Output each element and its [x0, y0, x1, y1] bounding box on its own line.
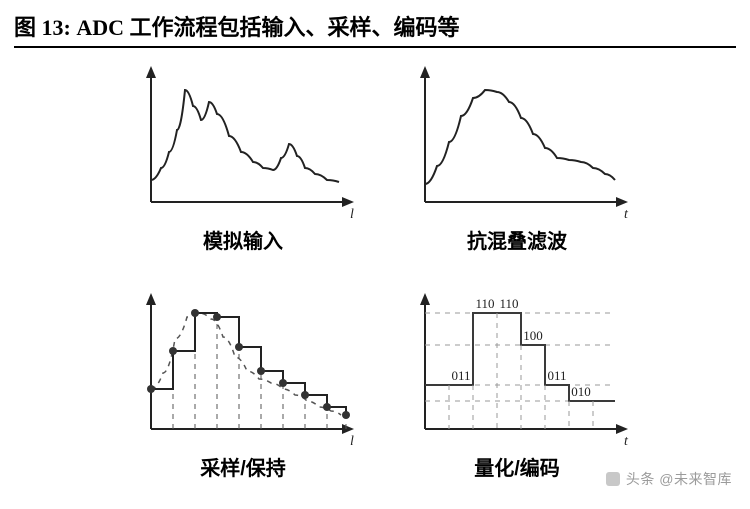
- svg-text:110: 110: [475, 296, 494, 311]
- svg-text:l: l: [350, 434, 354, 446]
- panel-quantize: t 011 110 110 100 011 010 量化/编码: [394, 281, 640, 494]
- watermark-text: 头条 @未来智库: [626, 471, 732, 487]
- svg-text:010: 010: [571, 384, 591, 399]
- svg-text:011: 011: [547, 368, 566, 383]
- panel-sample-hold: l 采样/保持: [120, 281, 366, 494]
- caption-anti-alias: 抗混叠滤波: [467, 225, 567, 254]
- caption-quantize: 量化/编码: [474, 452, 560, 481]
- panel-analog-input: l 模拟输入: [120, 54, 366, 267]
- watermark: 头条 @未来智库: [606, 469, 733, 489]
- caption-analog-input: 模拟输入: [203, 225, 283, 254]
- chart-sample-hold: l: [123, 281, 363, 446]
- figure-title: 图 13: ADC 工作流程包括输入、采样、编码等: [14, 10, 736, 42]
- svg-text:110: 110: [499, 296, 518, 311]
- title-block: 图 13: ADC 工作流程包括输入、采样、编码等: [0, 0, 750, 54]
- figure-page: 图 13: ADC 工作流程包括输入、采样、编码等 l 模拟输入 t 抗混叠滤波…: [0, 0, 750, 509]
- watermark-logo-icon: [606, 472, 620, 486]
- svg-text:011: 011: [451, 368, 470, 383]
- caption-sample-hold: 采样/保持: [200, 452, 286, 481]
- svg-text:l: l: [350, 207, 354, 219]
- chart-anti-alias: t: [397, 54, 637, 219]
- svg-text:100: 100: [523, 328, 543, 343]
- title-underline: [14, 46, 736, 48]
- svg-text:t: t: [624, 207, 629, 219]
- svg-text:t: t: [624, 434, 629, 446]
- chart-analog-input: l: [123, 54, 363, 219]
- panel-grid: l 模拟输入 t 抗混叠滤波 l 采样/保持 t 011 110 110 100 011 0…: [120, 54, 640, 494]
- chart-quantize: t 011 110 110 100 011 010: [397, 281, 637, 446]
- panel-anti-alias: t 抗混叠滤波: [394, 54, 640, 267]
